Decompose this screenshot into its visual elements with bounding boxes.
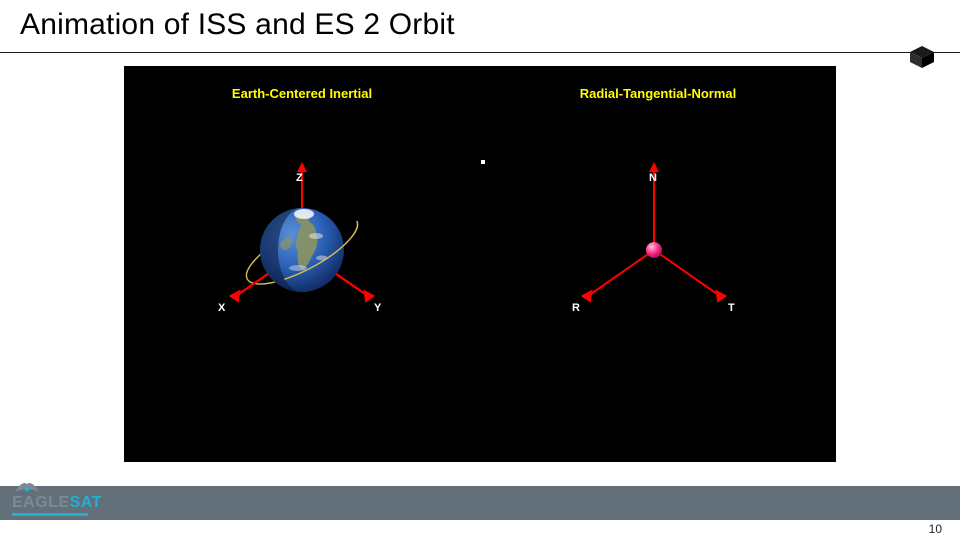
slide: Animation of ISS and ES 2 Orbit Earth-Ce… — [0, 0, 960, 540]
footer-bar — [0, 486, 960, 520]
rtn-diagram — [524, 120, 784, 380]
slide-title: Animation of ISS and ES 2 Orbit — [20, 8, 940, 42]
logo-text-sat: SAT — [70, 494, 102, 511]
title-rule — [0, 52, 960, 53]
logo-underline — [12, 513, 88, 516]
satellite-marker — [646, 242, 662, 258]
axis-label-y: Y — [374, 302, 381, 314]
axis-label-z: Z — [296, 172, 303, 184]
logo-text-eagle: EAGLE — [12, 494, 70, 511]
earth-globe — [260, 208, 344, 292]
eci-diagram — [172, 120, 432, 380]
panel-title-rtn: Radial-Tangential-Normal — [480, 86, 836, 101]
title-area: Animation of ISS and ES 2 Orbit — [20, 8, 940, 42]
cursor-artifact — [481, 160, 485, 164]
cube-icon — [904, 44, 940, 70]
axis-label-r: R — [572, 302, 580, 314]
axis-label-t: T — [728, 302, 735, 314]
orbit-figure: Earth-Centered Inertial Radial-Tangentia… — [124, 66, 836, 462]
axis-label-n: N — [649, 172, 657, 184]
eaglesat-logo: EAGLESAT — [12, 478, 102, 524]
axis-label-x: X — [218, 302, 225, 314]
page-number: 10 — [929, 522, 942, 536]
panel-title-eci: Earth-Centered Inertial — [124, 86, 480, 101]
